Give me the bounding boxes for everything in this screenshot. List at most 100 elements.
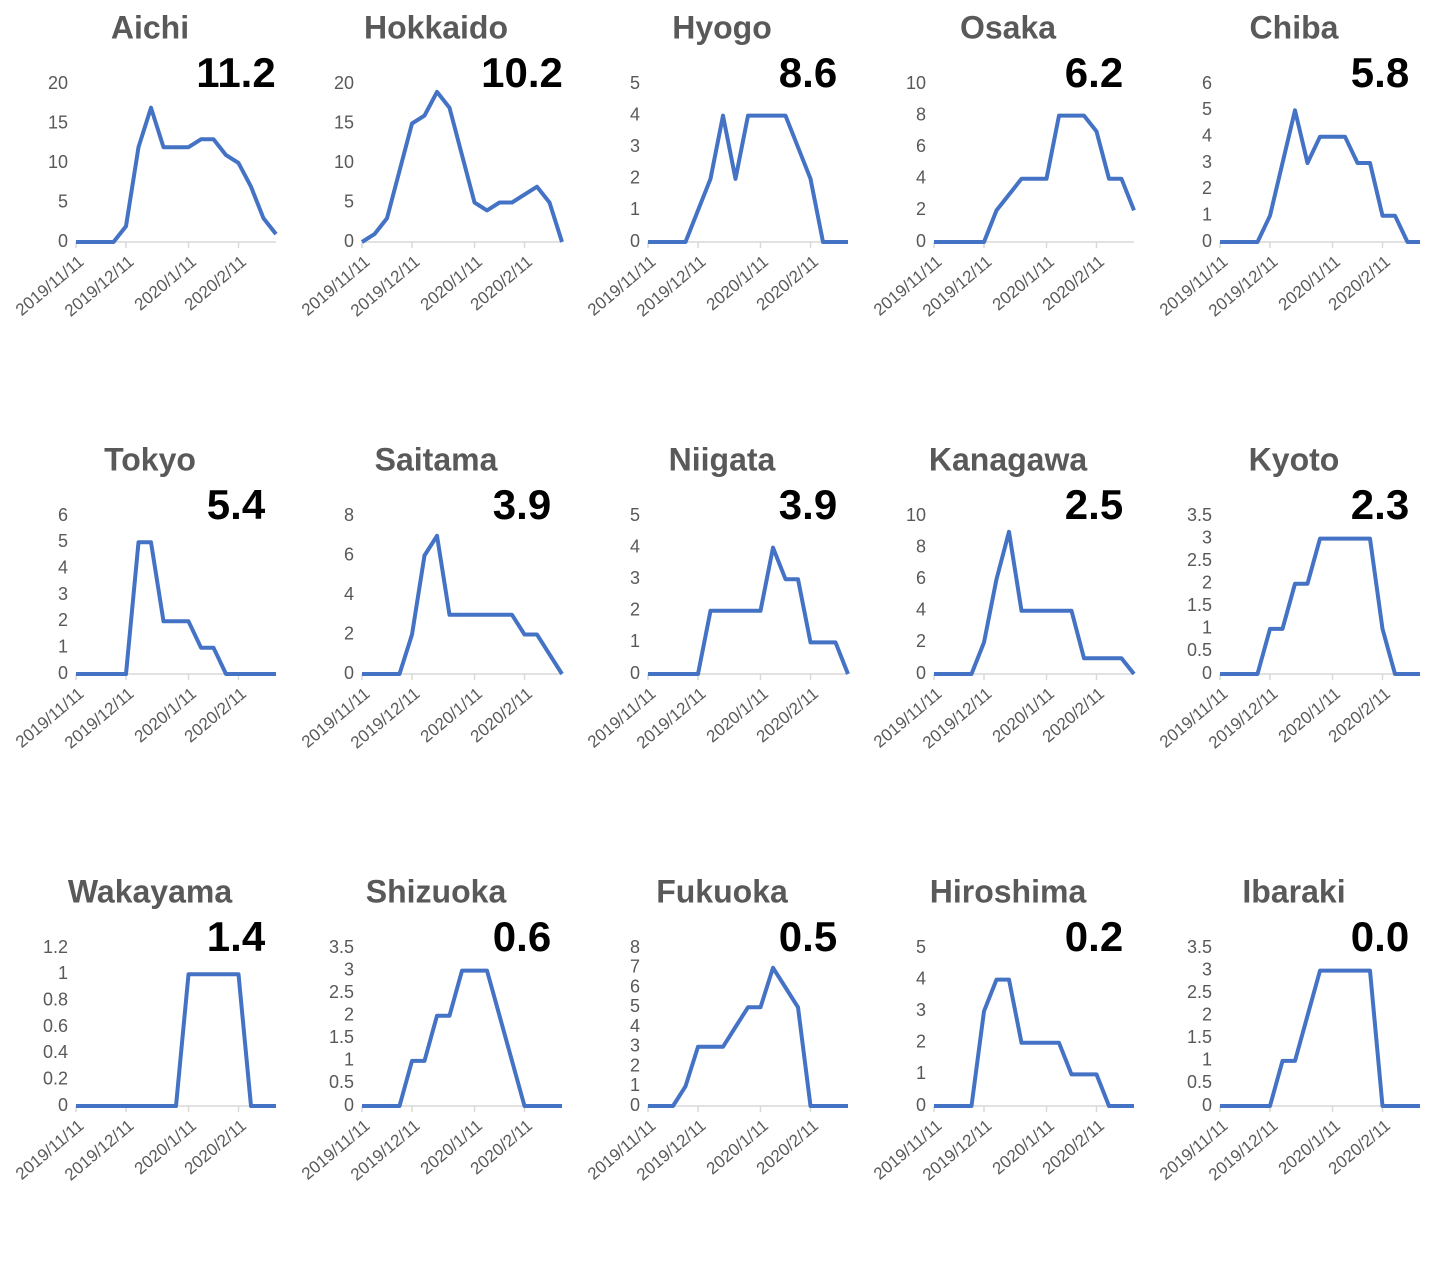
y-tick-label: 3.5 [329, 937, 354, 957]
y-tick-label: 3 [630, 1036, 640, 1056]
chart-title: Hokkaido [364, 9, 508, 45]
y-tick-label: 2 [344, 623, 354, 643]
y-tick-label: 7 [630, 957, 640, 977]
line [360, 89, 564, 244]
y-tick-label: 6 [916, 136, 926, 156]
y-tick-label: 1.5 [1187, 595, 1212, 615]
y-tick-label: 2 [916, 199, 926, 219]
y-tick-label: 3 [630, 568, 640, 588]
y-tick-label: 5 [58, 191, 68, 211]
chart-title: Saitama [375, 441, 498, 477]
y-tick-label: 2 [630, 1055, 640, 1075]
y-tick-label: 4 [630, 104, 640, 124]
y-tick-label: 4 [630, 536, 640, 556]
annotation: 0.2 [1065, 913, 1123, 960]
y-tick-label: 2.5 [329, 982, 354, 1002]
y-tick-label: 2 [1202, 1004, 1212, 1024]
y-tick-label: 3 [58, 584, 68, 604]
y-tick-label: 1 [344, 1050, 354, 1070]
chart-title: Ibaraki [1242, 873, 1345, 909]
line [934, 113, 1136, 244]
line [362, 968, 562, 1108]
line [934, 977, 1134, 1108]
y-tick-label: 2 [1202, 178, 1212, 198]
y-tick-label: 2 [58, 610, 68, 630]
line [362, 533, 564, 676]
line [648, 113, 848, 244]
y-tick-label: 1 [1202, 204, 1212, 224]
chart-title: Chiba [1250, 9, 1339, 45]
y-tick-label: 0 [916, 231, 926, 251]
chart-title: Kyoto [1249, 441, 1340, 477]
y-tick-label: 0.5 [329, 1072, 354, 1092]
chart-title: Niigata [669, 441, 776, 477]
y-tick-label: 1.2 [43, 937, 68, 957]
y-tick-label: 6 [344, 544, 354, 564]
y-tick-label: 1 [58, 636, 68, 656]
chart-title: Wakayama [68, 873, 232, 909]
y-tick-label: 6 [58, 505, 68, 525]
y-tick-label: 2.5 [1187, 550, 1212, 570]
y-tick-label: 3.5 [1187, 505, 1212, 525]
y-tick-label: 0.6 [43, 1016, 68, 1036]
annotation: 0.6 [493, 913, 551, 960]
annotation: 3.9 [493, 481, 551, 528]
y-tick-label: 10 [48, 152, 68, 172]
y-tick-label: 8 [344, 505, 354, 525]
y-tick-label: 0.5 [1187, 1072, 1212, 1092]
annotation: 0.0 [1351, 913, 1409, 960]
y-tick-label: 0 [1202, 1095, 1212, 1115]
y-tick-label: 1 [58, 963, 68, 983]
line [1220, 968, 1420, 1108]
y-tick-label: 15 [334, 112, 354, 132]
annotation: 11.2 [196, 49, 275, 96]
y-tick-label: 0 [1202, 663, 1212, 683]
y-tick-label: 15 [48, 112, 68, 132]
y-tick-label: 4 [58, 557, 68, 577]
y-tick-label: 0 [344, 663, 354, 683]
y-tick-label: 8 [916, 536, 926, 556]
y-tick-label: 3 [630, 136, 640, 156]
y-tick-label: 1 [630, 631, 640, 651]
y-tick-label: 0 [58, 1095, 68, 1115]
y-tick-label: 2 [630, 600, 640, 620]
y-tick-label: 1.5 [329, 1027, 354, 1047]
chart-title: Fukuoka [656, 873, 788, 909]
line [648, 965, 848, 1108]
y-tick-label: 0.4 [43, 1042, 68, 1062]
y-tick-label: 0.8 [43, 989, 68, 1009]
y-tick-label: 0 [630, 231, 640, 251]
annotation: 3.9 [779, 481, 837, 528]
y-tick-label: 5 [58, 531, 68, 551]
y-tick-label: 4 [916, 168, 926, 188]
annotation: 1.4 [207, 913, 266, 960]
y-tick-label: 0 [58, 663, 68, 683]
y-tick-label: 3 [1202, 959, 1212, 979]
y-tick-label: 3.5 [1187, 937, 1212, 957]
y-tick-label: 2 [630, 168, 640, 188]
y-tick-label: 2 [916, 1032, 926, 1052]
annotation: 5.4 [207, 481, 266, 528]
y-tick-label: 2 [916, 631, 926, 651]
line [76, 540, 276, 676]
annotation: 2.3 [1351, 481, 1409, 528]
chart-title: Hyogo [672, 9, 772, 45]
line [1220, 108, 1420, 244]
chart-title: Hiroshima [930, 873, 1087, 909]
annotation: 8.6 [779, 49, 837, 96]
line [76, 972, 276, 1108]
y-tick-label: 5 [1202, 99, 1212, 119]
y-tick-label: 3 [344, 959, 354, 979]
chart-title: Tokyo [104, 441, 196, 477]
y-tick-label: 2 [344, 1004, 354, 1024]
line [648, 545, 850, 676]
y-tick-label: 1 [630, 1075, 640, 1095]
annotation: 0.5 [779, 913, 837, 960]
y-tick-label: 0.5 [1187, 640, 1212, 660]
y-tick-label: 2 [1202, 572, 1212, 592]
y-tick-label: 8 [916, 104, 926, 124]
y-tick-label: 0 [344, 1095, 354, 1115]
y-tick-label: 0 [58, 231, 68, 251]
annotation: 5.8 [1351, 49, 1409, 96]
annotation: 2.5 [1065, 481, 1123, 528]
